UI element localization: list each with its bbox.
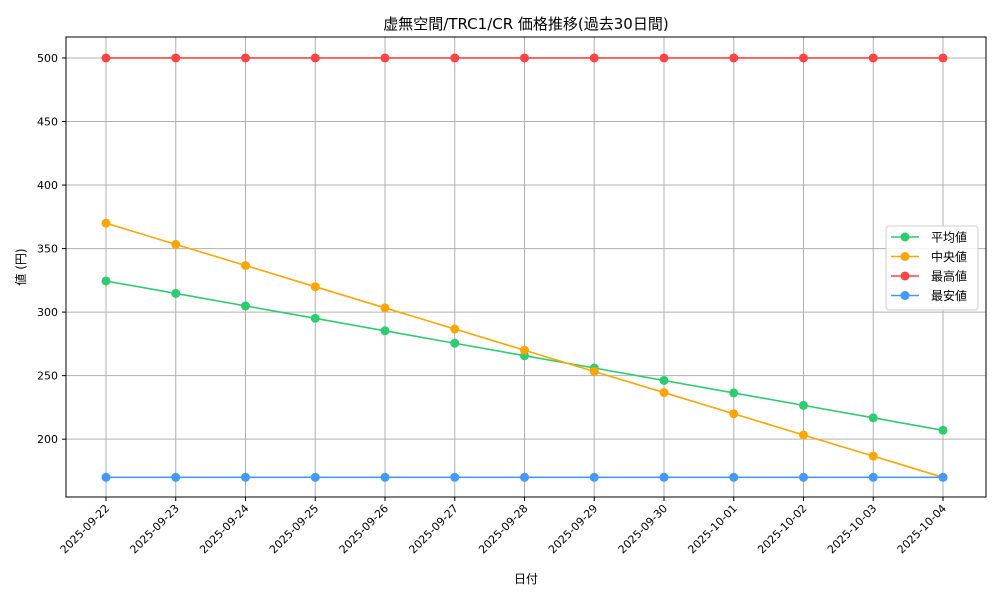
data-point	[659, 388, 669, 398]
grid	[66, 37, 986, 497]
data-point	[171, 53, 181, 63]
data-point	[659, 375, 669, 385]
y-tick-label: 250	[37, 370, 58, 383]
y-tick-label: 200	[37, 433, 58, 446]
x-tick-label: 2025-10-04	[895, 502, 949, 556]
x-tick-label: 2025-09-26	[337, 502, 391, 556]
x-axis: 2025-09-22 2025-09-23 2025-09-24 2025-09-25…	[58, 497, 949, 556]
data-point	[938, 53, 948, 63]
data-point	[520, 345, 529, 355]
data-point	[450, 324, 460, 334]
x-tick-label: 2025-09-29	[546, 502, 600, 556]
legend-marker	[900, 232, 910, 242]
data-point	[799, 472, 808, 482]
data-point	[101, 276, 111, 286]
data-point	[450, 53, 460, 63]
legend-label: 最高値	[931, 269, 967, 284]
series-3	[101, 472, 948, 482]
data-point	[380, 472, 390, 482]
data-point	[659, 53, 669, 63]
legend-marker	[900, 291, 910, 300]
plot-frame	[65, 36, 987, 498]
data-point	[450, 338, 460, 348]
legend-marker	[900, 252, 910, 261]
data-point	[729, 472, 739, 482]
y-tick-label: 300	[37, 306, 58, 319]
y-axis-label: 値 (円)	[13, 248, 28, 285]
y-tick-label: 350	[37, 243, 58, 256]
data-point	[659, 472, 669, 482]
data-point	[380, 326, 390, 336]
legend-item: 中央値	[891, 249, 967, 264]
series-2	[101, 53, 948, 63]
data-point	[310, 53, 320, 63]
data-point	[729, 388, 739, 398]
x-tick-label: 2025-10-02	[755, 502, 809, 556]
x-tick-label: 2025-09-25	[267, 502, 321, 556]
legend-item: 平均値	[891, 230, 967, 245]
data-point	[380, 303, 390, 313]
data-point	[171, 288, 181, 298]
data-point	[589, 53, 599, 63]
legend-item: 最高値	[891, 269, 967, 284]
x-tick-label: 2025-09-27	[406, 502, 460, 556]
data-point	[729, 53, 739, 63]
data-point	[380, 53, 390, 63]
legend-marker	[900, 271, 910, 281]
legend-label: 最安値	[931, 288, 967, 303]
x-tick-label: 2025-10-01	[685, 502, 739, 556]
y-tick-label: 400	[37, 179, 58, 192]
data-point	[171, 239, 181, 249]
data-point	[310, 313, 320, 323]
data-point	[799, 430, 808, 440]
y-axis: 200 250 300 350 400 450 500	[37, 52, 66, 446]
data-point	[799, 53, 808, 63]
x-tick-label: 2025-10-03	[825, 502, 879, 556]
data-point	[241, 301, 250, 311]
data-point	[101, 472, 111, 482]
data-point	[799, 400, 808, 410]
data-point	[729, 409, 739, 419]
legend-label: 中央値	[931, 249, 967, 264]
data-point	[101, 53, 111, 63]
x-tick-label: 2025-09-28	[476, 502, 530, 556]
x-axis-label: 日付	[514, 572, 538, 586]
legend-item: 最安値	[891, 288, 967, 303]
data-point	[310, 472, 320, 482]
data-point	[589, 472, 599, 482]
legend-frame	[885, 225, 979, 311]
data-point	[520, 472, 529, 482]
x-tick-label: 2025-09-24	[197, 502, 251, 556]
legend-label: 平均値	[931, 230, 967, 245]
data-point	[241, 53, 250, 63]
series-group	[101, 53, 948, 482]
y-tick-label: 500	[37, 52, 58, 65]
data-point	[171, 472, 181, 482]
y-tick-label: 450	[37, 116, 58, 129]
series-0	[101, 276, 948, 435]
data-point	[520, 53, 529, 63]
x-tick-label: 2025-09-22	[58, 502, 112, 556]
data-point	[938, 425, 948, 435]
series-1	[101, 218, 948, 482]
data-point	[938, 472, 948, 482]
data-point	[868, 451, 878, 461]
data-point	[101, 218, 111, 228]
data-point	[868, 53, 878, 63]
x-tick-label: 2025-09-23	[127, 502, 181, 556]
data-point	[450, 472, 460, 482]
x-tick-label: 2025-09-30	[616, 502, 670, 556]
chart-title: 虚無空間/TRC1/CR 価格推移(過去30日間)	[383, 15, 668, 33]
data-point	[241, 472, 250, 482]
data-point	[310, 282, 320, 292]
data-point	[241, 260, 250, 270]
data-point	[868, 413, 878, 423]
data-point	[868, 472, 878, 482]
data-point	[589, 366, 599, 376]
